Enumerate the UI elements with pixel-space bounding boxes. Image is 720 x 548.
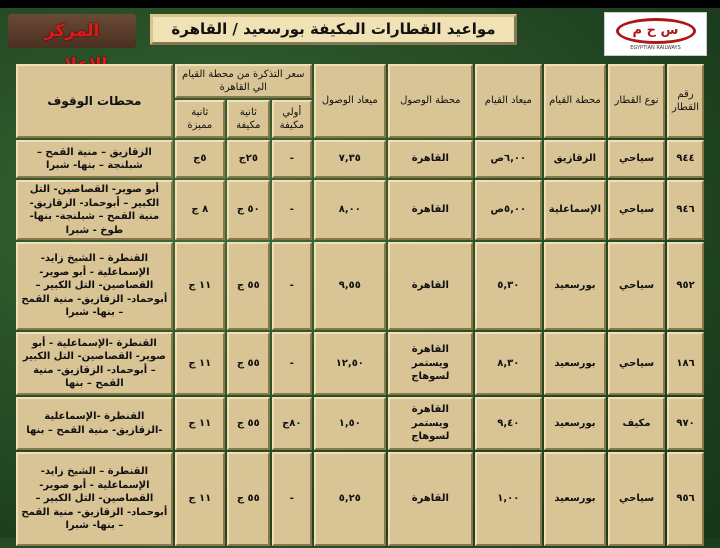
header-arr-time: ميعاد الوصول — [313, 64, 386, 138]
cell-stops: القنطرة -الإسماعلية - أبو صوير- القصاصين… — [16, 332, 173, 395]
cell-type: سياحي — [608, 452, 666, 546]
header-second-ac: ثانية مكيفة — [226, 100, 270, 138]
cell-number: ٩٥٦ — [667, 452, 704, 546]
cell-first-ac: - — [271, 242, 312, 330]
cell-type: سياحي — [608, 242, 666, 330]
cell-arr-time: ٧,٣٥ — [313, 140, 386, 178]
cell-second-ac: ٥٥ ج — [226, 452, 270, 546]
cell-type: سياحي — [608, 180, 666, 240]
cell-dep-station: بورسعيد — [543, 242, 607, 330]
cell-dep-time: ٥,٠٠ص — [474, 180, 542, 240]
cell-dep-station: بورسعيد — [543, 452, 607, 546]
cell-arr-station: القاهرة — [387, 242, 473, 330]
cell-dep-time: ٦,٠٠ص — [474, 140, 542, 178]
cell-dep-time: ٩,٤٠ — [474, 397, 542, 450]
cell-first-ac: - — [271, 180, 312, 240]
header-number: رقم القطار — [667, 64, 704, 138]
cell-stops: القنطرة -الإسماعلية -الزقازيق- منية القم… — [16, 397, 173, 450]
cell-dep-time: ٥,٣٠ — [474, 242, 542, 330]
cell-arr-time: ١٢,٥٠ — [313, 332, 386, 395]
cell-stops: الزقازيق – منية القمح – شبلنجة – بنها- ش… — [16, 140, 173, 178]
cell-number: ٩٤٤ — [667, 140, 704, 178]
header-stops: محطات الوقوف — [16, 64, 173, 138]
cell-second-special: ١١ ج — [174, 397, 225, 450]
cell-second-special: ٥ج — [174, 140, 225, 178]
cell-dep-station: الإسماعلية — [543, 180, 607, 240]
railways-emblem-icon: س ح م — [615, 17, 696, 44]
cell-first-ac: ٨٠ج — [271, 397, 312, 450]
cell-arr-station: القاهرة — [387, 180, 473, 240]
cell-arr-station: القاهرة ويستمر لسوهاج — [387, 332, 473, 395]
cell-arr-time: ٥,٢٥ — [313, 452, 386, 546]
cell-second-ac: ٥٥ ج — [226, 397, 270, 450]
cell-first-ac: - — [271, 332, 312, 395]
cell-second-ac: ٥٥ ج — [226, 242, 270, 330]
cell-stops: القنطرة – الشيخ زايد- الإسماعلية - أبو ص… — [16, 242, 173, 330]
table-row: ٩٤٤ سياحي الزقازيق ٦,٠٠ص القاهرة ٧,٣٥-٢٥ج ٥ج ال… — [16, 140, 704, 178]
cell-first-ac: - — [271, 452, 312, 546]
header-price-group: سعر التذكرة من محطة القيام الي القاهرة — [174, 64, 312, 98]
cell-arr-station: القاهرة — [387, 452, 473, 546]
logo-caption: EGYPTIAN RAILWAYS — [630, 44, 681, 51]
cell-arr-station: القاهرة — [387, 140, 473, 178]
header-dep-time: ميعاد القيام — [474, 64, 542, 138]
cell-dep-station: بورسعيد — [543, 332, 607, 395]
cell-dep-time: ٨,٣٠ — [474, 332, 542, 395]
header-type: نوع القطار — [608, 64, 666, 138]
cell-number: ١٨٦ — [667, 332, 704, 395]
cell-second-ac: ٥٥ ج — [226, 332, 270, 395]
header-arr-station: محطة الوصول — [387, 64, 473, 138]
cell-second-ac: ٥٠ ج — [226, 180, 270, 240]
table-row: ٩٧٠ مكيف بورسعيد ٩,٤٠ القاهرة ويستمر لسوهاج ١… — [16, 397, 704, 450]
cell-arr-station: القاهرة ويستمر لسوهاج — [387, 397, 473, 450]
egyptian-railways-logo: س ح م EGYPTIAN RAILWAYS — [604, 12, 707, 56]
top-bar — [0, 0, 720, 8]
cell-dep-time: ١,٠٠ — [474, 452, 542, 546]
cell-type: سياحي — [608, 140, 666, 178]
cell-second-special: ١١ ج — [174, 332, 225, 395]
page-title: مواعيد القطارات المكيفة بورسعيد / القاهر… — [150, 14, 517, 45]
cell-second-special: ١١ ج — [174, 242, 225, 330]
cell-type: سياحي — [608, 332, 666, 395]
cell-arr-time: ١,٥٠ — [313, 397, 386, 450]
cell-number: ٩٧٠ — [667, 397, 704, 450]
schedule-table: رقم القطار نوع القطار محطة القيام ميعاد … — [14, 62, 706, 548]
cell-arr-time: ٨,٠٠ — [313, 180, 386, 240]
cell-arr-time: ٩,٥٥ — [313, 242, 386, 330]
cell-dep-station: الزقازيق — [543, 140, 607, 178]
header-second-special: ثانية مميزة — [174, 100, 225, 138]
table-row: ١٨٦ سياحي بورسعيد ٨,٣٠ القاهرة ويستمر لسوهاج… — [16, 332, 704, 395]
cell-second-special: ٨ ج — [174, 180, 225, 240]
cell-first-ac: - — [271, 140, 312, 178]
cell-number: ٩٤٦ — [667, 180, 704, 240]
cell-stops: أبو صوير- القصاصين- التل الكبير – أبوحما… — [16, 180, 173, 240]
cell-dep-station: بورسعيد — [543, 397, 607, 450]
cell-stops: القنطرة – الشيخ زايد- الإسماعلية - أبو ص… — [16, 452, 173, 546]
header-first-ac: أولي مكيفة — [271, 100, 312, 138]
cell-second-special: ١١ ج — [174, 452, 225, 546]
cell-second-ac: ٢٥ج — [226, 140, 270, 178]
cell-type: مكيف — [608, 397, 666, 450]
header-dep-station: محطة القيام — [543, 64, 607, 138]
cell-number: ٩٥٢ — [667, 242, 704, 330]
media-center-logo: المركز الإعلامي — [8, 14, 136, 75]
